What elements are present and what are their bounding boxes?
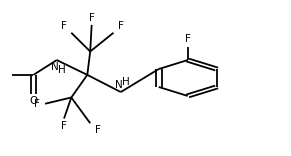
Text: F: F	[185, 34, 191, 44]
Text: N: N	[116, 80, 123, 90]
Text: F: F	[118, 21, 124, 31]
Text: N: N	[52, 62, 59, 72]
Text: H: H	[122, 77, 130, 87]
Text: F: F	[95, 125, 101, 135]
Text: O: O	[29, 96, 38, 106]
Text: F: F	[89, 13, 95, 23]
Text: F: F	[61, 121, 67, 131]
Text: H: H	[58, 65, 66, 75]
Text: F: F	[34, 99, 40, 109]
Text: F: F	[61, 21, 67, 31]
